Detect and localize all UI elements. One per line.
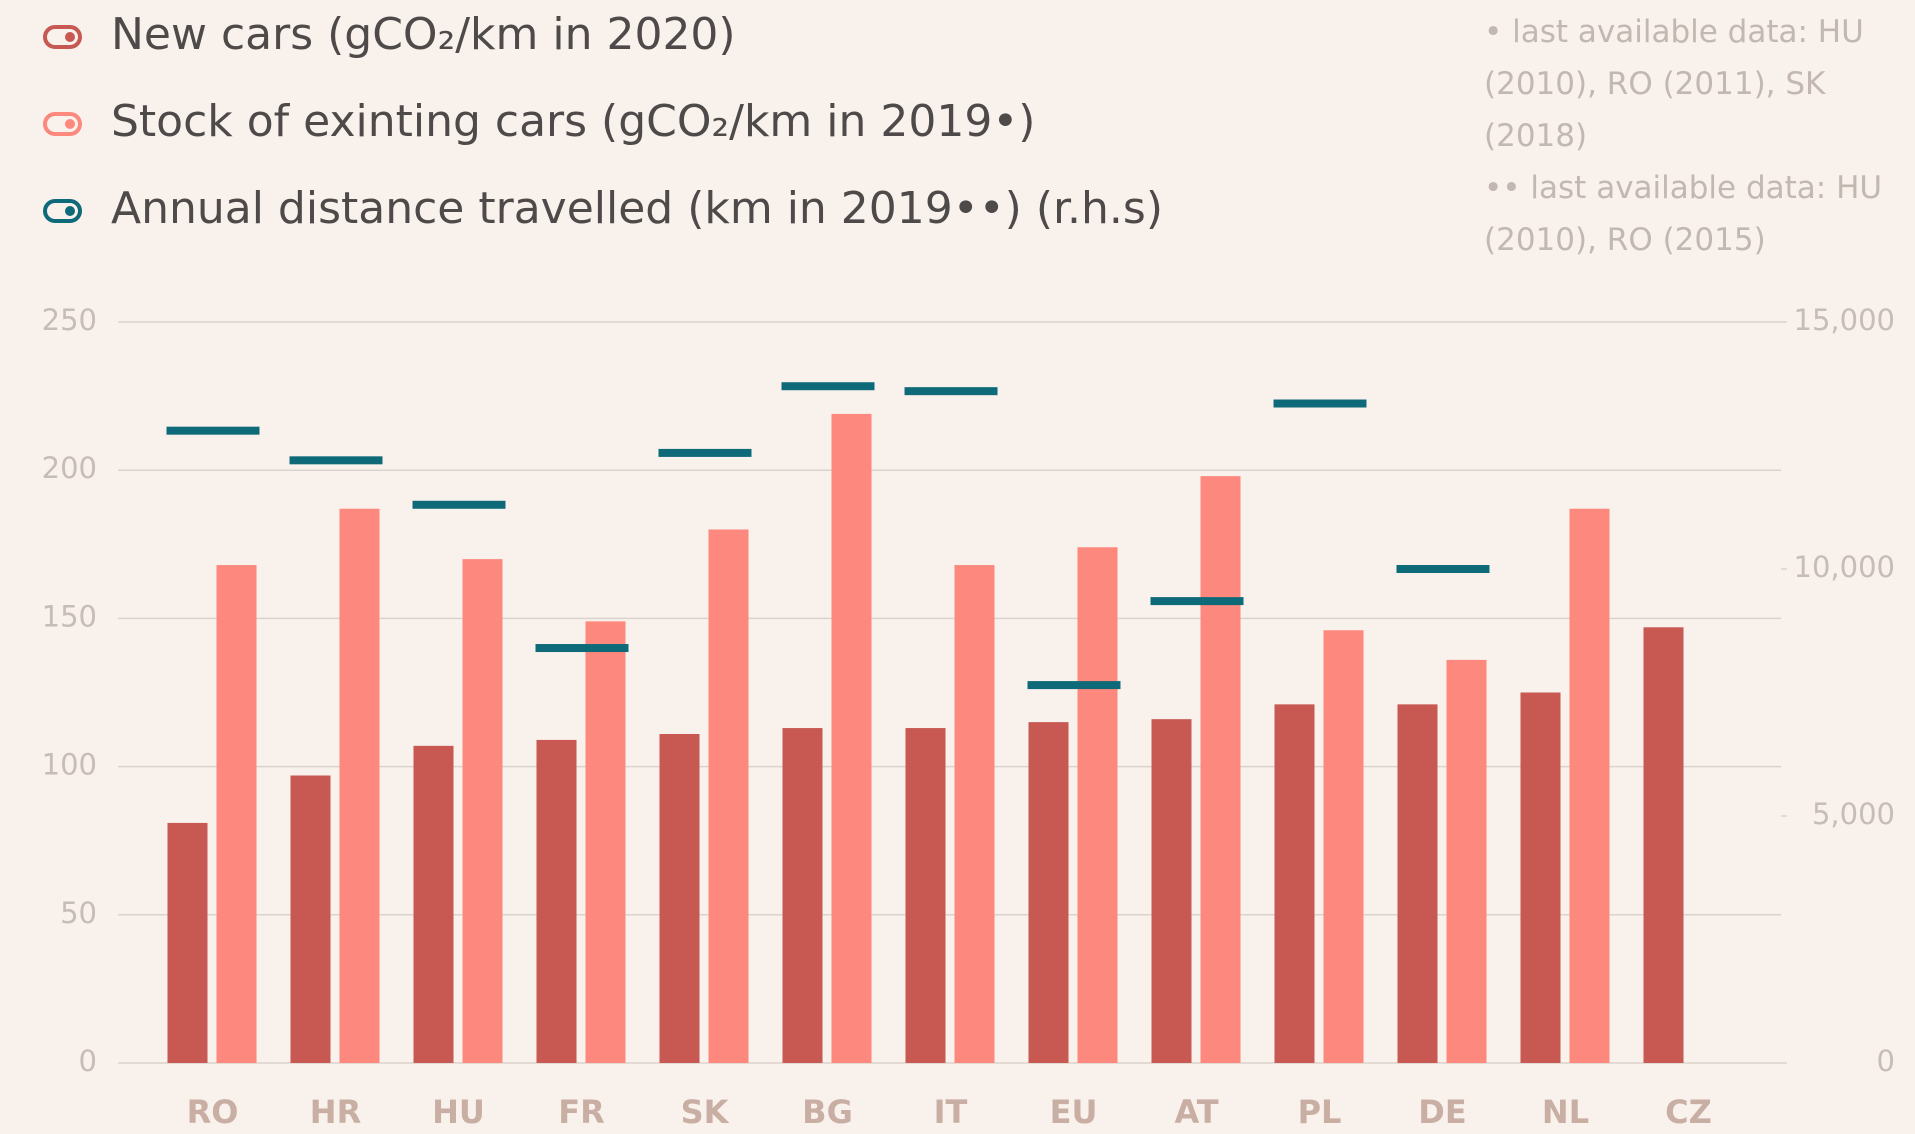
x-tick-label: EU — [1050, 1093, 1098, 1131]
distance-marker — [166, 426, 260, 435]
bar — [339, 508, 380, 1063]
y-tick-label: 250 — [42, 303, 97, 337]
y2-tick-label: 10,000 — [1794, 550, 1895, 584]
bar — [585, 621, 626, 1063]
legend-icon — [43, 199, 82, 223]
footnotes: • last available data: HU (2010), RO (20… — [1484, 6, 1904, 266]
bar — [708, 529, 749, 1063]
y-tick-label: 50 — [60, 896, 97, 930]
distance-marker — [1396, 565, 1490, 573]
x-tick-label: FR — [558, 1093, 605, 1131]
distance-marker — [658, 448, 752, 457]
bar — [782, 728, 823, 1063]
bar — [1274, 704, 1315, 1063]
y-tick-label: 200 — [42, 451, 97, 485]
x-tick-label: SK — [681, 1093, 730, 1131]
bar — [659, 733, 700, 1063]
legend-icon-dot — [65, 32, 75, 42]
bar — [1397, 704, 1438, 1063]
x-tick-label: NL — [1542, 1093, 1589, 1131]
bar — [413, 745, 454, 1063]
legend-label: Stock of exinting cars (gCO₂/km in 2019•… — [111, 96, 1035, 147]
bar — [1520, 692, 1561, 1063]
bar — [905, 728, 946, 1063]
x-tick-label: CZ — [1665, 1093, 1712, 1131]
bar — [167, 822, 208, 1063]
bar — [1200, 476, 1241, 1063]
x-tick-label: BG — [802, 1093, 853, 1131]
bar — [290, 775, 331, 1063]
distance-marker — [1150, 597, 1244, 606]
x-tick-label: HU — [432, 1093, 485, 1131]
legend-icon-dot — [65, 206, 75, 216]
bar — [536, 739, 577, 1063]
bar — [831, 413, 872, 1063]
legend-icon — [43, 112, 82, 136]
distance-marker — [781, 382, 875, 391]
legend-label: New cars (gCO₂/km in 2020) — [111, 9, 736, 60]
bar — [954, 565, 995, 1063]
bar — [1569, 508, 1610, 1063]
legend-icon — [43, 25, 82, 49]
y-tick-label: 0 — [79, 1044, 97, 1078]
legend-label: Annual distance travelled (km in 2019••)… — [111, 183, 1163, 234]
x-tick-label: DE — [1418, 1093, 1466, 1131]
bar — [462, 559, 503, 1063]
distance-marker — [289, 456, 383, 465]
x-tick-label: HR — [310, 1093, 361, 1131]
footnote: •• last available data: HU (2010), RO (2… — [1484, 170, 1883, 258]
footnote: • last available data: HU (2010), RO (20… — [1484, 14, 1864, 154]
x-tick-label: AT — [1174, 1093, 1218, 1131]
x-tick-label: IT — [934, 1093, 968, 1131]
x-tick-label: RO — [187, 1093, 239, 1131]
y2-tick-label: 0 — [1877, 1044, 1895, 1078]
distance-marker — [1273, 399, 1367, 408]
bar — [216, 565, 257, 1063]
bar — [1077, 547, 1118, 1063]
legend-icon-dot — [65, 119, 75, 129]
bar — [1643, 627, 1684, 1063]
distance-marker — [412, 500, 506, 509]
bar — [1323, 630, 1364, 1063]
y-tick-label: 100 — [42, 748, 97, 782]
distance-marker — [1027, 681, 1121, 690]
distance-marker — [535, 644, 629, 653]
distance-marker — [904, 387, 998, 396]
bar — [1151, 719, 1192, 1063]
y-tick-label: 150 — [42, 599, 97, 633]
y2-tick-label: 15,000 — [1794, 303, 1895, 337]
y2-tick-label: 5,000 — [1812, 797, 1895, 831]
x-tick-label: PL — [1298, 1093, 1342, 1131]
bar — [1446, 659, 1487, 1063]
bar — [1028, 722, 1069, 1063]
